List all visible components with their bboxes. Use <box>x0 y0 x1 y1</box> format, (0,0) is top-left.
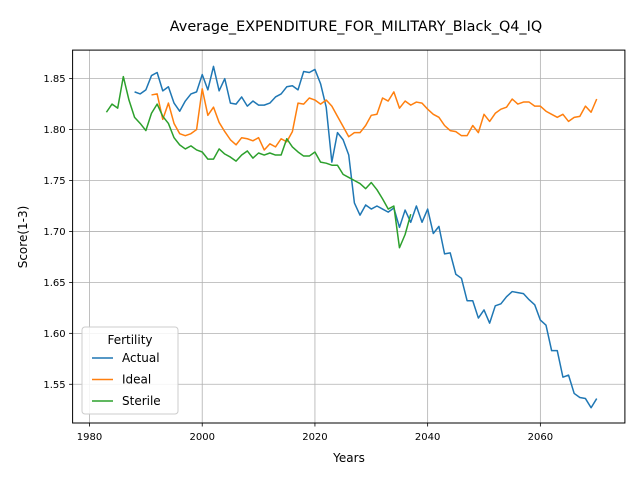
x-axis-label: Years <box>332 451 365 465</box>
plot-frame <box>72 49 626 424</box>
series-lines <box>105 65 598 409</box>
legend-label-ideal: Ideal <box>122 373 151 387</box>
y-axis-ticks: 1.55 1.60 1.65 1.70 1.75 1.80 1.85 <box>43 74 73 391</box>
series-line-ideal <box>151 88 598 151</box>
y-tick-label: 1.75 <box>43 176 65 187</box>
y-tick-label: 1.70 <box>43 227 65 238</box>
x-tick-label: 2060 <box>528 432 553 443</box>
x-tick-label: 2020 <box>302 432 327 443</box>
x-axis-ticks: 1980 2000 2020 2040 2060 <box>77 423 553 443</box>
series-line-actual <box>134 65 598 409</box>
series-line-sterile <box>105 75 412 249</box>
y-tick-label: 1.65 <box>43 278 65 289</box>
x-tick-label: 1980 <box>77 432 102 443</box>
legend-label-sterile: Sterile <box>122 394 161 408</box>
y-axis-label: Score(1-3) <box>16 206 30 269</box>
y-tick-label: 1.80 <box>43 125 65 136</box>
legend-frame <box>81 326 179 415</box>
x-tick-label: 2040 <box>415 432 440 443</box>
x-tick-label: 2000 <box>189 432 214 443</box>
legend-title: Fertility <box>107 333 152 347</box>
y-tick-label: 1.55 <box>43 380 65 391</box>
y-tick-label: 1.60 <box>43 329 65 340</box>
chart-title: Average_EXPENDITURE_FOR_MILITARY_Black_Q… <box>170 19 542 35</box>
legend: Fertility Actual Ideal Sterile <box>81 326 179 415</box>
y-tick-label: 1.85 <box>43 74 65 85</box>
legend-label-actual: Actual <box>122 351 160 365</box>
